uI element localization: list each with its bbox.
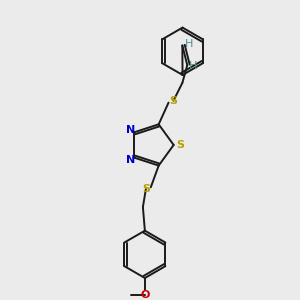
Text: H: H xyxy=(189,61,197,71)
Text: N: N xyxy=(126,125,135,135)
Text: O: O xyxy=(140,290,150,300)
Text: H: H xyxy=(185,40,194,50)
Text: N: N xyxy=(126,155,135,165)
Text: S: S xyxy=(169,96,178,106)
Text: S: S xyxy=(177,140,184,150)
Text: S: S xyxy=(142,184,150,194)
